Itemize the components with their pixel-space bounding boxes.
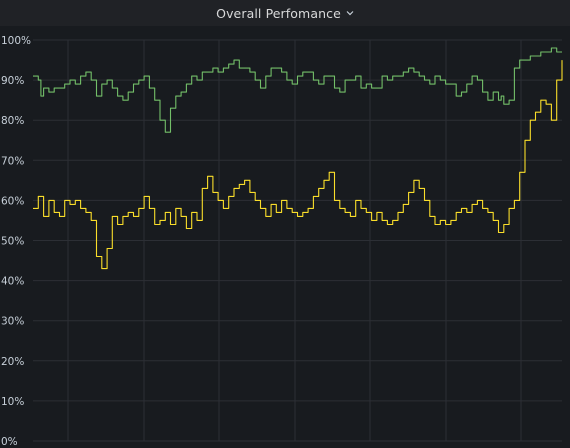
panel-title[interactable]: Overall Perfomance (216, 5, 341, 21)
y-tick-label: 50% (1, 236, 24, 248)
series-line-green (33, 47, 562, 133)
series-group (33, 47, 563, 270)
series-line-yellow (33, 60, 563, 270)
y-tick-label: 0% (1, 436, 18, 448)
panel-header[interactable]: Overall Perfomance (0, 0, 570, 26)
y-tick-label: 70% (1, 155, 24, 167)
y-tick-label: 80% (1, 115, 24, 127)
y-tick-label: 40% (1, 276, 24, 288)
y-tick-label: 10% (1, 396, 24, 408)
x-grid (67, 40, 522, 441)
y-tick-label: 30% (1, 316, 24, 328)
y-axis-ticks: 0% 10% 20% 30% 40% 50% 60% 70% 80% 90% 100% (1, 35, 31, 448)
chevron-down-icon[interactable] (346, 9, 354, 17)
y-grid (33, 39, 562, 442)
y-tick-label: 20% (1, 356, 24, 368)
y-tick-label: 60% (1, 195, 24, 207)
y-tick-label: 90% (1, 75, 24, 87)
y-tick-label: 100% (1, 35, 31, 47)
